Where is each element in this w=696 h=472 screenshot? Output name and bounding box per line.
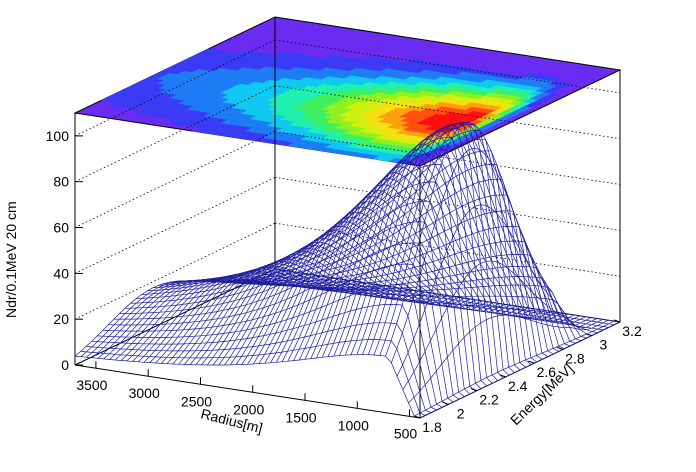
mesh-line-radius [184, 263, 385, 365]
y-tick-label: 3.2 [622, 323, 642, 339]
z-tick-label: 80 [53, 174, 69, 190]
mesh-line-radius [178, 265, 379, 365]
x-tick-label: 1000 [338, 417, 369, 433]
mesh-line-radius [247, 230, 448, 365]
x-tick-label: 3000 [129, 385, 160, 401]
contour-cell [238, 50, 256, 56]
z-tick-label: 60 [53, 220, 69, 236]
mesh-line-radius [362, 127, 563, 355]
mesh-line-radius [275, 206, 477, 363]
mesh-line-radius [201, 256, 402, 366]
mesh-line-energy [141, 136, 487, 387]
contour-projection [73, 16, 622, 167]
mesh-line-radius [356, 130, 557, 355]
mesh-line-radius [333, 148, 534, 357]
z-tick-label: 100 [46, 128, 70, 144]
grid-line [74, 39, 276, 137]
mesh-line-radius [402, 260, 603, 390]
mesh-line-radius [367, 124, 569, 355]
mesh-line-radius [350, 134, 552, 356]
mesh-line-radius [304, 178, 506, 360]
y-tick-label: 2 [457, 405, 465, 421]
mesh-line-radius [287, 195, 488, 362]
y-tick-label: 3 [600, 337, 608, 353]
mesh-line-radius [316, 166, 517, 359]
y-tick-label: 2.6 [537, 364, 557, 380]
mesh-line-radius [385, 121, 586, 357]
mesh-line-radius [321, 160, 523, 358]
contour-cell [276, 51, 294, 57]
z-tick-label: 0 [61, 357, 69, 373]
mesh-line-radius [379, 121, 580, 356]
grid-line [74, 131, 276, 228]
contour-cell [322, 54, 340, 60]
y-tick-label: 2.2 [479, 392, 499, 408]
y-tick [556, 346, 564, 350]
x-tick-label: 2500 [181, 393, 212, 409]
mesh-line-radius [258, 221, 460, 364]
x-tick-label: 3500 [76, 377, 107, 393]
mesh-line-radius [419, 321, 621, 419]
grid-line [74, 177, 276, 274]
mesh-line-radius [390, 147, 592, 363]
x-tick-label: 1500 [285, 409, 316, 425]
contour-cell [200, 48, 218, 54]
z-tick-label: 20 [53, 311, 69, 327]
y-tick-label: 2.8 [565, 350, 585, 366]
mesh-line-radius [172, 267, 373, 365]
axis-ticks: 0 20 40 60 80 100 500 1000 1500 2000 2500 3000 3500 1… [46, 128, 642, 442]
z-tick-label: 40 [53, 265, 69, 281]
mesh-line-radius [373, 122, 575, 356]
mesh-line-energy [208, 226, 554, 355]
mesh-line-radius [115, 274, 316, 361]
contour-cell [522, 72, 540, 78]
mesh-line-radius [253, 226, 454, 365]
grid-line [74, 85, 276, 183]
mesh-line-radius [270, 211, 471, 363]
mesh-line-radius [339, 143, 540, 356]
y-tick [442, 401, 449, 405]
mesh-line-radius [212, 251, 414, 366]
y-tick [499, 374, 506, 378]
y-tick [413, 415, 421, 419]
mesh-line-radius [414, 320, 615, 417]
surface-mesh [74, 121, 621, 419]
mesh-line-radius [74, 268, 276, 357]
z-axis-title: Ndr/0.1MeV 20 cm [3, 201, 19, 318]
y-tick-label: 1.8 [422, 419, 442, 435]
mesh-line-radius [229, 241, 431, 366]
y-tick [585, 333, 592, 337]
mesh-line-radius [310, 172, 511, 359]
mesh-line-radius [298, 184, 500, 361]
contour-cell [360, 56, 378, 62]
mesh-line-radius [344, 138, 546, 356]
y-tick [613, 319, 621, 323]
x-tick-label: 500 [394, 425, 418, 441]
mesh-line-radius [207, 253, 408, 366]
frame-edge [74, 364, 421, 419]
mesh-line-radius [218, 248, 419, 366]
y-tick-label: 2.4 [508, 378, 528, 394]
mesh-line-radius [143, 273, 345, 363]
mesh-line-radius [327, 154, 529, 357]
y-tick [528, 360, 535, 364]
mesh-line-radius [138, 275, 339, 363]
y-tick [470, 388, 478, 392]
mesh-line-radius [166, 268, 368, 364]
mesh-line-radius [293, 190, 494, 361]
x-tick-label: 2000 [233, 401, 264, 417]
grid-line [74, 222, 276, 320]
mesh-line-radius [224, 245, 425, 366]
mesh-line-radius [241, 234, 442, 365]
